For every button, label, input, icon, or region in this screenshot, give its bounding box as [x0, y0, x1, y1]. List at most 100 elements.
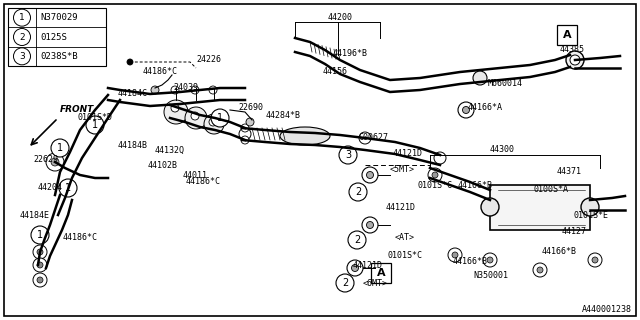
Circle shape [211, 109, 229, 127]
Text: 44371: 44371 [557, 167, 582, 177]
Text: 0125S: 0125S [40, 33, 67, 42]
Text: N350001: N350001 [473, 270, 508, 279]
Text: M660014: M660014 [488, 78, 523, 87]
Text: 44385: 44385 [560, 45, 585, 54]
Circle shape [428, 168, 442, 182]
Text: 44166*B: 44166*B [453, 257, 488, 266]
Circle shape [473, 71, 487, 85]
Text: 44284*B: 44284*B [266, 111, 301, 121]
Text: 2: 2 [342, 278, 348, 288]
Circle shape [362, 217, 378, 233]
Circle shape [463, 107, 470, 114]
Text: 1: 1 [37, 230, 43, 240]
Circle shape [339, 146, 357, 164]
Circle shape [359, 132, 371, 144]
Circle shape [537, 267, 543, 273]
Text: 44200: 44200 [328, 12, 353, 21]
Text: 44121D: 44121D [353, 261, 383, 270]
Circle shape [367, 172, 374, 179]
Circle shape [37, 277, 43, 283]
Text: 44186*C: 44186*C [186, 178, 221, 187]
Text: A: A [563, 30, 572, 40]
Text: 3: 3 [345, 150, 351, 160]
Circle shape [204, 114, 224, 134]
Text: 44186*C: 44186*C [143, 68, 178, 76]
Text: 44186*C: 44186*C [63, 233, 98, 242]
Circle shape [127, 59, 133, 65]
Circle shape [33, 258, 47, 272]
Circle shape [581, 198, 599, 216]
Text: <AT>: <AT> [395, 234, 415, 243]
Text: 0101S*C: 0101S*C [418, 180, 453, 189]
Text: 0101S*D: 0101S*D [78, 113, 113, 122]
Circle shape [362, 167, 378, 183]
Circle shape [13, 9, 31, 26]
Text: C00627: C00627 [358, 133, 388, 142]
Circle shape [458, 102, 474, 118]
Circle shape [367, 221, 374, 228]
Circle shape [191, 86, 199, 94]
Circle shape [246, 118, 254, 126]
Text: <5MT>: <5MT> [390, 165, 415, 174]
Circle shape [349, 183, 367, 201]
Circle shape [483, 253, 497, 267]
Bar [490, 185, 590, 230]
Circle shape [171, 104, 179, 112]
Circle shape [185, 107, 207, 129]
Text: 0238S*B: 0238S*B [40, 52, 77, 61]
Circle shape [191, 112, 199, 120]
Circle shape [37, 249, 43, 255]
Text: 24039: 24039 [173, 83, 198, 92]
Text: 3: 3 [19, 52, 25, 61]
Text: 44184C: 44184C [118, 90, 148, 99]
Text: 2: 2 [19, 33, 25, 42]
Circle shape [448, 248, 462, 262]
Circle shape [239, 128, 251, 140]
Circle shape [481, 198, 499, 216]
Circle shape [570, 55, 580, 65]
Text: 1: 1 [19, 13, 25, 22]
Circle shape [336, 274, 354, 292]
Text: 44127: 44127 [562, 228, 587, 236]
Text: 44011: 44011 [183, 171, 208, 180]
Text: 44204: 44204 [38, 182, 63, 191]
Text: 1: 1 [217, 113, 223, 123]
Text: 24226: 24226 [196, 55, 221, 65]
Ellipse shape [280, 127, 330, 145]
Circle shape [33, 273, 47, 287]
Bar [8, 8, 106, 66]
Text: 0101S*E: 0101S*E [573, 211, 608, 220]
Bar [371, 263, 391, 283]
Circle shape [351, 265, 358, 271]
Circle shape [434, 152, 446, 164]
Circle shape [241, 136, 249, 144]
Text: 44156: 44156 [323, 68, 348, 76]
Text: 0101S*C: 0101S*C [387, 251, 422, 260]
Circle shape [452, 252, 458, 258]
Circle shape [533, 263, 547, 277]
Circle shape [209, 118, 217, 126]
Circle shape [432, 172, 438, 178]
Circle shape [171, 86, 179, 94]
Circle shape [13, 48, 31, 65]
Circle shape [51, 158, 59, 166]
Circle shape [588, 253, 602, 267]
Text: <6MT>: <6MT> [363, 278, 388, 287]
Circle shape [592, 257, 598, 263]
Circle shape [86, 116, 104, 134]
Circle shape [151, 86, 159, 94]
Text: 44132Q: 44132Q [155, 146, 185, 155]
Circle shape [164, 100, 188, 124]
Text: 44166*B: 44166*B [542, 246, 577, 255]
Text: 44121D: 44121D [393, 148, 423, 157]
Bar [557, 25, 577, 45]
Circle shape [347, 260, 363, 276]
Circle shape [209, 86, 217, 94]
Circle shape [46, 153, 64, 171]
Circle shape [59, 179, 77, 197]
Circle shape [13, 28, 31, 45]
Text: 44196*B: 44196*B [333, 49, 368, 58]
Text: 44166*B: 44166*B [458, 181, 493, 190]
Text: 2: 2 [354, 235, 360, 245]
Circle shape [487, 257, 493, 263]
